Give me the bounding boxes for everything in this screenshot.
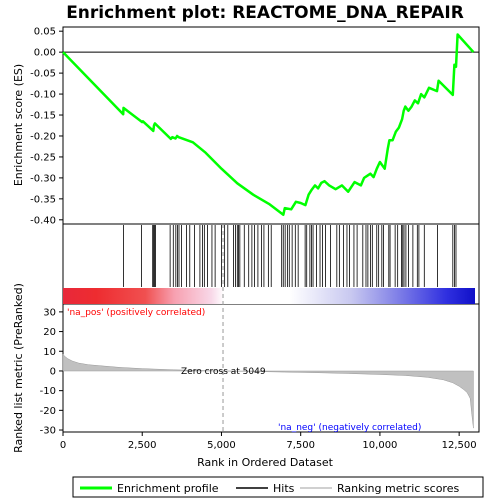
x-tick-label: 2,500 — [128, 440, 157, 451]
es-y-tick-label: -0.10 — [30, 90, 56, 101]
es-y-tick-label: -0.05 — [30, 69, 56, 80]
x-axis-title: Rank in Ordered Dataset — [197, 456, 334, 469]
enrichment-profile-line — [62, 33, 475, 217]
es-y-tick-label: 0.00 — [34, 48, 56, 59]
es-y-tick-label: -0.35 — [30, 194, 56, 205]
legend-hits-label: Hits — [273, 482, 295, 495]
metric-y-tick-label: -20 — [40, 406, 56, 417]
es-y-tick-label: -0.15 — [30, 111, 56, 122]
es-y-tick-label: 0.05 — [34, 27, 56, 38]
es-y-tick-label: -0.30 — [30, 173, 56, 184]
metric-y-tick-label: 20 — [43, 327, 56, 338]
negative-correlation-label: 'na_neg' (negatively correlated) — [278, 423, 421, 433]
metric-y-tick-label: 10 — [43, 347, 56, 358]
metric-y-tick-label: -10 — [40, 386, 56, 397]
hits-group — [123, 225, 457, 287]
metric-y-tick-label: 30 — [43, 307, 56, 318]
metric-y-tick-label: -30 — [40, 426, 56, 437]
metric-y-axis-title: Ranked list metric (PreRanked) — [12, 283, 25, 453]
x-tick-label: 12,500 — [442, 440, 477, 451]
x-tick-label: 0 — [60, 440, 66, 451]
legend-ranking-label: Ranking metric scores — [337, 482, 459, 495]
es-y-tick-label: -0.25 — [30, 152, 56, 163]
es-y-tick-label: -0.40 — [30, 215, 56, 226]
es-y-axis-title: Enrichment score (ES) — [12, 64, 25, 186]
x-tick-label: 10,000 — [362, 440, 397, 451]
positive-correlation-label: 'na_pos' (positively correlated) — [67, 308, 205, 318]
x-tick-label: 7,500 — [286, 440, 315, 451]
es-panel-frame — [62, 26, 480, 225]
ranking-metric-area — [62, 353, 474, 429]
zero-cross-label: Zero cross at 5049 — [181, 367, 266, 377]
metric-y-tick-label: 0 — [50, 366, 56, 377]
rank-color-bar — [63, 288, 475, 304]
es-y-tick-label: -0.20 — [30, 131, 56, 142]
es-y-axis: 0.05 0.00 -0.05 -0.10 -0.15 -0.20 -0.25 -0.30 -0… — [30, 27, 63, 226]
x-tick-label: 5,000 — [207, 440, 236, 451]
legend-frame — [72, 476, 484, 498]
legend-enrichment-label: Enrichment profile — [117, 482, 219, 495]
legend: Enrichment profile Hits Ranking metric s… — [72, 476, 484, 498]
chart-title: Enrichment plot: REACTOME_DNA_REPAIR — [66, 3, 464, 23]
metric-axes: 30 20 10 0 -10 -20 -30 0 2,500 5,000 7,500 10,000 12… — [40, 307, 477, 451]
